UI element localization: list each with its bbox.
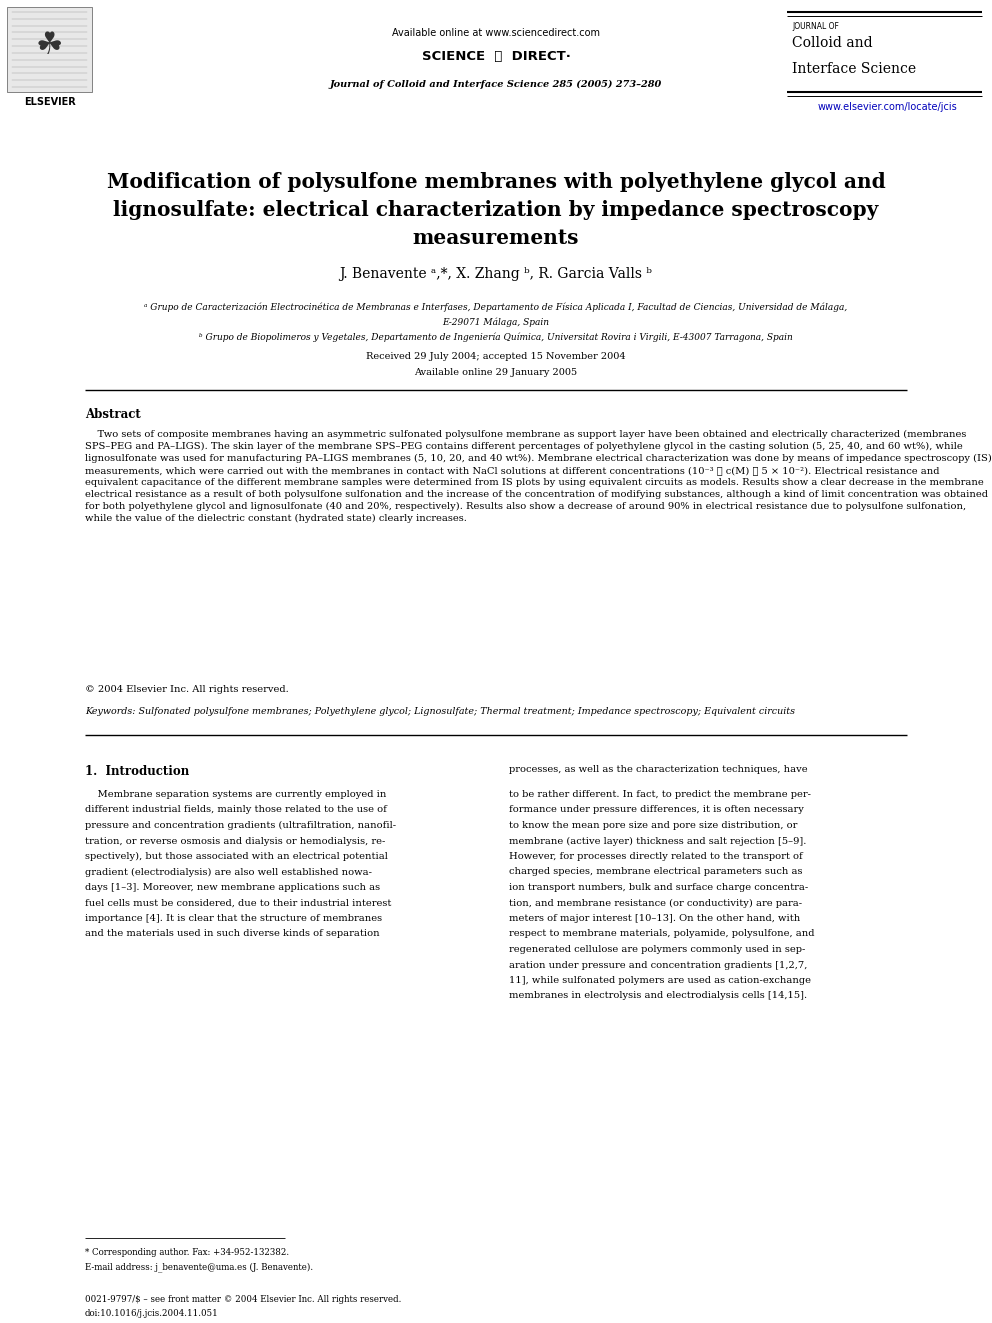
Text: ᵇ Grupo de Biopolimeros y Vegetales, Departamento de Ingeniería Química, Univers: ᵇ Grupo de Biopolimeros y Vegetales, Dep… (199, 333, 793, 343)
Text: Keywords: Sulfonated polysulfone membranes; Polyethylene glycol; Lignosulfate; T: Keywords: Sulfonated polysulfone membran… (85, 706, 795, 716)
Text: Colloid and: Colloid and (792, 36, 873, 50)
Text: Abstract: Abstract (85, 407, 141, 421)
Bar (7, 7, 92, 93)
Text: tion, and membrane resistance (or conductivity) are para-: tion, and membrane resistance (or conduc… (509, 898, 802, 908)
Text: Journal of Colloid and Interface Science 285 (2005) 273–280: Journal of Colloid and Interface Science… (330, 79, 662, 89)
Text: regenerated cellulose are polymers commonly used in sep-: regenerated cellulose are polymers commo… (509, 945, 805, 954)
Text: gradient (electrodialysis) are also well established nowa-: gradient (electrodialysis) are also well… (85, 868, 372, 877)
Text: Available online at www.sciencedirect.com: Available online at www.sciencedirect.co… (392, 28, 600, 38)
Text: formance under pressure differences, it is often necessary: formance under pressure differences, it … (509, 806, 804, 815)
Text: membrane (active layer) thickness and salt rejection [5–9].: membrane (active layer) thickness and sa… (509, 836, 806, 845)
Text: meters of major interest [10–13]. On the other hand, with: meters of major interest [10–13]. On the… (509, 914, 800, 923)
Text: to be rather different. In fact, to predict the membrane per-: to be rather different. In fact, to pred… (509, 790, 810, 799)
Text: aration under pressure and concentration gradients [1,2,7,: aration under pressure and concentration… (509, 960, 806, 970)
Text: 1.  Introduction: 1. Introduction (85, 765, 189, 778)
Text: days [1–3]. Moreover, new membrane applications such as: days [1–3]. Moreover, new membrane appli… (85, 882, 380, 892)
Text: ☘: ☘ (36, 30, 63, 60)
Text: Interface Science: Interface Science (792, 62, 917, 75)
Text: * Corresponding author. Fax: +34-952-132382.: * Corresponding author. Fax: +34-952-132… (85, 1248, 289, 1257)
Text: membranes in electrolysis and electrodialysis cells [14,15].: membranes in electrolysis and electrodia… (509, 991, 806, 1000)
Text: JOURNAL OF: JOURNAL OF (792, 22, 839, 30)
Text: ion transport numbers, bulk and surface charge concentra-: ion transport numbers, bulk and surface … (509, 882, 807, 892)
Text: to know the mean pore size and pore size distribution, or: to know the mean pore size and pore size… (509, 822, 797, 830)
Text: 0021-9797/$ – see front matter © 2004 Elsevier Inc. All rights reserved.: 0021-9797/$ – see front matter © 2004 El… (85, 1295, 402, 1304)
Text: Two sets of composite membranes having an asymmetric sulfonated polysulfone memb: Two sets of composite membranes having a… (85, 430, 992, 524)
Text: lignosulfate: electrical characterization by impedance spectroscopy: lignosulfate: electrical characterizatio… (113, 200, 879, 220)
Text: tration, or reverse osmosis and dialysis or hemodialysis, re-: tration, or reverse osmosis and dialysis… (85, 836, 385, 845)
Text: and the materials used in such diverse kinds of separation: and the materials used in such diverse k… (85, 930, 380, 938)
Text: Modification of polysulfone membranes with polyethylene glycol and: Modification of polysulfone membranes wi… (106, 172, 886, 192)
Text: ᵃ Grupo de Caracterización Electrocinética de Membranas e Interfases, Departamen: ᵃ Grupo de Caracterización Electrocinéti… (145, 302, 847, 311)
Text: measurements: measurements (413, 228, 579, 247)
Text: spectively), but those associated with an electrical potential: spectively), but those associated with a… (85, 852, 388, 861)
Text: © 2004 Elsevier Inc. All rights reserved.: © 2004 Elsevier Inc. All rights reserved… (85, 685, 289, 695)
Text: www.elsevier.com/locate/jcis: www.elsevier.com/locate/jcis (817, 102, 957, 112)
Text: Membrane separation systems are currently employed in: Membrane separation systems are currentl… (85, 790, 386, 799)
Text: SCIENCE  ⓓ  DIRECT·: SCIENCE ⓓ DIRECT· (422, 50, 570, 64)
Text: pressure and concentration gradients (ultrafiltration, nanofil-: pressure and concentration gradients (ul… (85, 822, 396, 830)
Text: different industrial fields, mainly those related to the use of: different industrial fields, mainly thos… (85, 806, 387, 815)
Text: E-mail address: j_benavente@uma.es (J. Benavente).: E-mail address: j_benavente@uma.es (J. B… (85, 1262, 313, 1271)
Text: fuel cells must be considered, due to their industrial interest: fuel cells must be considered, due to th… (85, 898, 392, 908)
Text: Received 29 July 2004; accepted 15 November 2004: Received 29 July 2004; accepted 15 Novem… (366, 352, 626, 361)
Text: Available online 29 January 2005: Available online 29 January 2005 (415, 368, 577, 377)
Text: charged species, membrane electrical parameters such as: charged species, membrane electrical par… (509, 868, 802, 877)
Text: ELSEVIER: ELSEVIER (24, 97, 75, 107)
Text: E-29071 Málaga, Spain: E-29071 Málaga, Spain (442, 318, 550, 327)
Text: 11], while sulfonated polymers are used as cation-exchange: 11], while sulfonated polymers are used … (509, 976, 810, 986)
Text: importance [4]. It is clear that the structure of membranes: importance [4]. It is clear that the str… (85, 914, 382, 923)
Text: However, for processes directly related to the transport of: However, for processes directly related … (509, 852, 803, 861)
Text: processes, as well as the characterization techniques, have: processes, as well as the characterizati… (509, 765, 807, 774)
Text: respect to membrane materials, polyamide, polysulfone, and: respect to membrane materials, polyamide… (509, 930, 814, 938)
Text: J. Benavente ᵃ,*, X. Zhang ᵇ, R. Garcia Valls ᵇ: J. Benavente ᵃ,*, X. Zhang ᵇ, R. Garcia … (339, 267, 653, 280)
Text: doi:10.1016/j.jcis.2004.11.051: doi:10.1016/j.jcis.2004.11.051 (85, 1308, 219, 1318)
